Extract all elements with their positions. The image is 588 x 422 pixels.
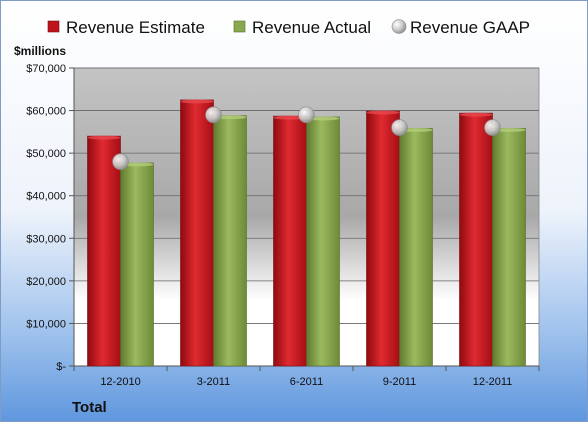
x-axis-label: Total (72, 399, 107, 416)
legend-swatch-estimate (47, 20, 60, 33)
x-tick-label: 3-2011 (197, 376, 230, 388)
x-tick-label: 6-2011 (290, 376, 323, 388)
marker-revenue-gaap (484, 119, 501, 136)
legend-label: Revenue Estimate (66, 18, 205, 37)
bar-revenue-actual (492, 128, 526, 367)
y-tick-label: $20,000 (26, 276, 66, 288)
y-tick-label: $10,000 (26, 318, 66, 330)
bar-cap (273, 115, 307, 120)
legend-label: Revenue Actual (252, 18, 371, 37)
marker-revenue-gaap (298, 106, 315, 124)
bar-cap (366, 110, 400, 115)
bar-cap (180, 99, 214, 104)
x-tick-label: 12-2010 (100, 376, 140, 388)
gaap-markers (112, 106, 501, 170)
bar-revenue-estimate (87, 135, 121, 367)
bar-cap (306, 116, 340, 121)
bar-revenue-estimate (366, 110, 400, 367)
bar-cap (87, 135, 121, 140)
bar-cap (459, 112, 493, 117)
y-axis-label: $millions (14, 44, 66, 58)
bar-revenue-estimate (180, 99, 214, 367)
x-axis-ticks: 12-2010 3-2011 6-2011 9-2011 12-2011 (73, 366, 540, 388)
x-tick-label: 12-2011 (473, 376, 513, 388)
bar-revenue-actual (399, 128, 433, 367)
y-tick-label: $50,000 (26, 148, 66, 160)
legend-swatch-gaap (391, 19, 407, 34)
bar-revenue-estimate (459, 112, 493, 367)
legend-label: Revenue GAAP (410, 18, 530, 37)
bar-cap (399, 127, 433, 132)
y-axis-ticks: $- $10,000 $20,000 $30,000 $40,000 $50,000 $60… (26, 63, 539, 373)
legend-swatch-actual (233, 20, 246, 33)
bar-revenue-actual (306, 116, 340, 367)
marker-revenue-gaap (391, 119, 408, 136)
bars (87, 99, 526, 367)
y-tick-label: $- (56, 361, 66, 373)
bar-cap (492, 127, 526, 132)
bar-cap (120, 162, 154, 167)
marker-revenue-gaap (205, 106, 222, 124)
x-tick-label: 9-2011 (383, 376, 416, 388)
bar-revenue-actual (213, 115, 247, 367)
y-tick-label: $60,000 (26, 106, 66, 118)
legend: Revenue Estimate Revenue Actual Revenue GA… (47, 18, 530, 37)
marker-revenue-gaap (112, 153, 129, 170)
bar-cap (213, 115, 247, 120)
y-tick-label: $70,000 (26, 63, 66, 75)
bar-revenue-estimate (273, 115, 307, 367)
bar-revenue-actual (120, 162, 154, 367)
y-tick-label: $30,000 (26, 233, 66, 245)
y-tick-label: $40,000 (26, 191, 66, 203)
